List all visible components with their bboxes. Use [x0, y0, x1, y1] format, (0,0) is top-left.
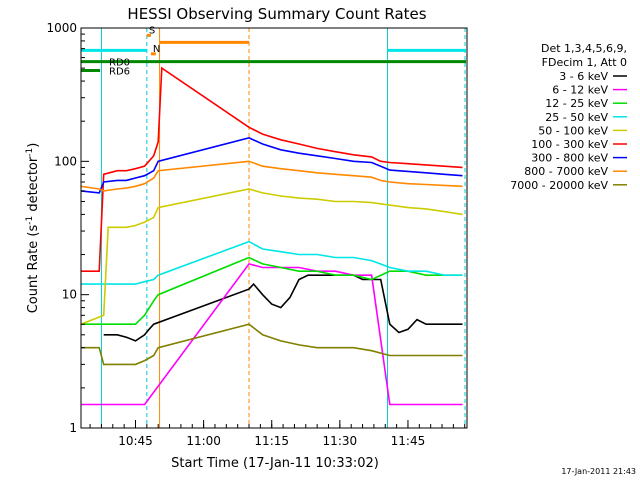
legend-label-0: 3 - 6 keV [559, 70, 608, 83]
x-tick-label-1: 11:00 [186, 434, 221, 448]
legend-label-3: 25 - 50 keV [545, 111, 608, 124]
series-line-6 [80, 137, 463, 194]
legend-label-6: 300 - 800 keV [531, 152, 608, 165]
legend-label-8: 7000 - 20000 keV [510, 179, 608, 192]
flag-label-4: RD0 [109, 58, 130, 69]
y-tick-label-2: 100 [54, 154, 77, 168]
series-line-3 [81, 240, 463, 285]
legend-header-2: FDecim 1, Att 0 [542, 56, 627, 69]
y-axis-label-end: ) [26, 143, 41, 148]
y-tick-label-3: 1000 [46, 21, 77, 35]
legend-header-1: Det 1,3,4,5,6,9, [541, 42, 627, 55]
series-line-0 [103, 274, 463, 342]
series-line-7 [80, 160, 463, 192]
legend-label-5: 100 - 300 keV [531, 138, 608, 151]
x-tick-label-0: 10:45 [118, 434, 153, 448]
flag-label-5: RD6 [109, 67, 130, 78]
x-tick-label-2: 11:15 [254, 434, 289, 448]
series-line-8 [81, 323, 463, 366]
y-tick-label-0: 1 [69, 421, 77, 435]
series-line-5 [81, 66, 463, 273]
series-lines [80, 66, 463, 406]
series-line-1 [81, 262, 463, 406]
legend-label-1: 6 - 12 keV [552, 84, 608, 97]
y-axis-label-mid: detector [26, 156, 41, 216]
y-axis-label-text: Count Rate (s [26, 225, 41, 314]
y-axis-label-sup2: -1 [25, 148, 35, 157]
y-axis-label-sup1: -1 [25, 216, 35, 225]
x-tick-label-3: 11:30 [323, 434, 358, 448]
x-tick-label-4: 11:45 [391, 434, 426, 448]
generated-date: 17-Jan-2011 21:43 [561, 467, 636, 476]
legend-label-2: 12 - 25 keV [545, 97, 608, 110]
legend: Det 1,3,4,5,6,9, FDecim 1, Att 0 3 - 6 k… [510, 42, 627, 192]
x-axis-ticks: 10:45 11:00 11:15 11:30 11:45 [89, 420, 466, 448]
y-axis-label: Count Rate (s-1 detector-1) [25, 143, 41, 314]
flag-label-3: N [153, 44, 160, 55]
vertical-markers [100, 28, 466, 428]
legend-label-4: 50 - 100 keV [538, 124, 608, 137]
x-axis-label: Start Time (17-Jan-11 10:33:02) [171, 456, 379, 471]
series-line-4 [80, 188, 463, 325]
legend-label-7: 800 - 7000 keV [524, 165, 608, 178]
y-axis-ticks: 1 10 100 1000 [46, 21, 89, 435]
chart-title: HESSI Observing Summary Count Rates [127, 5, 426, 23]
y-tick-label-1: 10 [62, 288, 77, 302]
flag-label-1: S [149, 25, 155, 36]
plot-frame [80, 27, 468, 429]
